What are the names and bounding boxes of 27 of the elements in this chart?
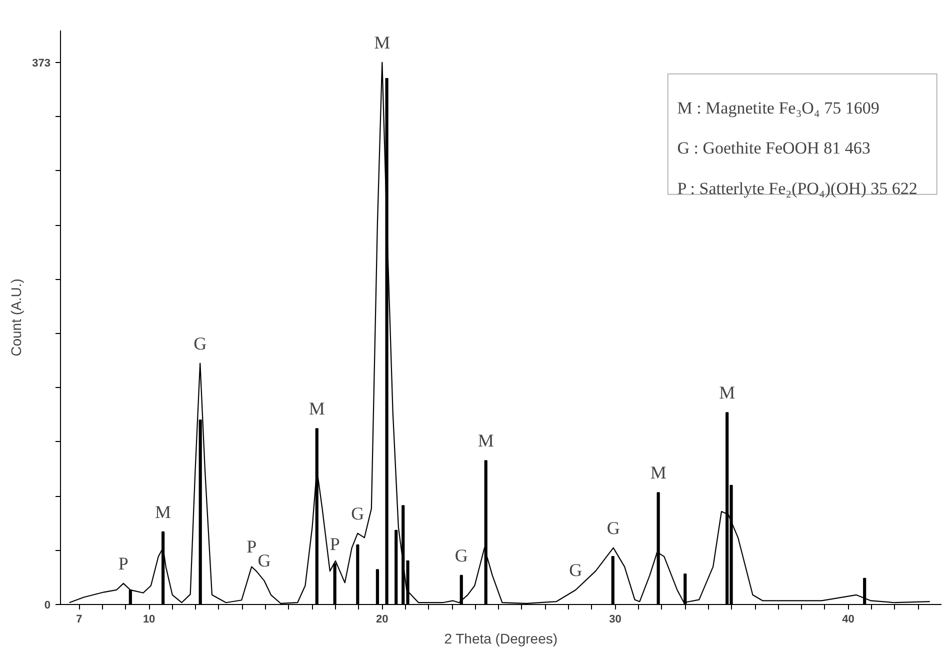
annotation: P [118,553,128,574]
x-tick-label: 7 [76,614,82,626]
annotation: G [351,503,364,524]
annotation: G [194,333,207,354]
annotation: G [454,545,468,566]
annotation: G [258,550,271,571]
x-tick-label: 20 [376,614,388,626]
annotation: M [650,462,666,483]
annotation: P [246,536,257,557]
x-axis-title: 2 Theta (Degrees) [444,630,558,646]
annotation: G : Goethite FeOOH 81 463 [677,138,870,158]
annotation: G [606,518,620,538]
y-axis-title: Count (A.U.) [8,278,24,356]
annotation: M [374,32,390,52]
y-tick-label: 373 [32,57,51,70]
annotation: M [155,502,172,522]
x-tick-label: 10 [142,614,156,626]
annotation: P [330,534,340,554]
annotation: M [478,430,494,451]
annotation: M : Magnetite Fe₃O₄ 75 1609 [677,98,880,118]
y-tick-label: 0 [44,600,51,612]
annotation: M [719,382,736,403]
x-tick-label: 40 [842,614,854,626]
x-tick-label: 30 [609,614,622,626]
annotation: G [569,560,582,580]
annotation: M [308,398,325,419]
annotation: P : Satterlyte Fe₂(PO₄)(OH) 35 622 [677,178,918,198]
